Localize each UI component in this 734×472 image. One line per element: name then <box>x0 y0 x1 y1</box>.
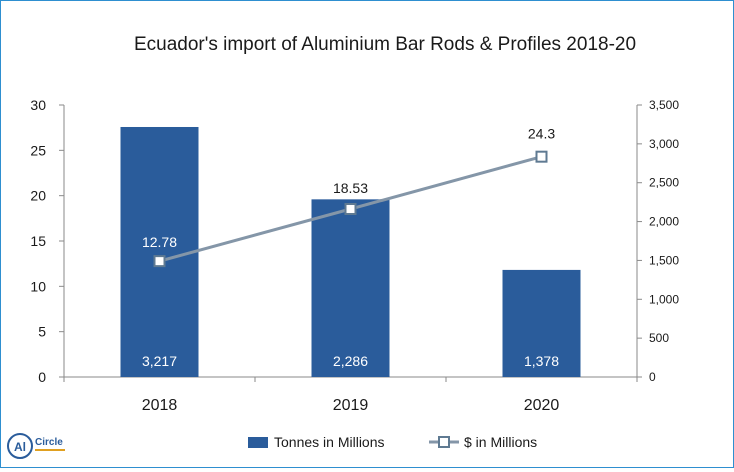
right-axis-tick-label: 3,500 <box>649 98 679 112</box>
line-series: 12.78 18.53 24.3 <box>142 126 555 268</box>
chart-title: Ecuador's import of Aluminium Bar Rods &… <box>134 34 636 55</box>
right-axis-tick-label: 1,500 <box>649 253 679 267</box>
line-data-label: 12.78 <box>142 234 177 250</box>
left-axis-tick-label: 5 <box>38 324 46 340</box>
bar-data-label: 3,217 <box>142 353 177 369</box>
left-axis-tick-label: 30 <box>30 97 46 113</box>
x-axis-category-label: 2020 <box>524 397 560 414</box>
left-axis-tick-label: 20 <box>30 188 46 204</box>
legend-bar-label: Tonnes in Millions <box>274 434 385 450</box>
right-axis-tick-label: 2,500 <box>649 176 679 190</box>
line-data-label: 18.53 <box>333 180 368 196</box>
left-axis-tick-label: 15 <box>30 233 46 249</box>
svg-text:Al: Al <box>14 440 26 454</box>
svg-text:Circle: Circle <box>35 437 63 448</box>
alcircle-logo: Al Circle <box>6 431 70 461</box>
left-axis-tick-label: 25 <box>30 142 46 158</box>
legend-bar-swatch <box>248 437 268 448</box>
axes: 0 5 10 15 20 25 30 0 500 1,000 1,500 2,000 2,500 3,00… <box>30 97 679 414</box>
bar <box>311 199 390 377</box>
line-point <box>535 150 548 163</box>
left-axis-tick-label: 10 <box>30 278 46 294</box>
bar <box>120 126 199 378</box>
bar <box>502 269 581 377</box>
bar-series: 3,217 2,286 1,378 <box>120 126 581 378</box>
bar-data-label: 1,378 <box>524 353 559 369</box>
bar-data-label: 2,286 <box>333 353 368 369</box>
line-point <box>344 202 357 215</box>
right-axis-tick-label: 1,000 <box>649 292 679 306</box>
right-axis-tick-label: 3,000 <box>649 137 679 151</box>
line-point <box>153 255 166 268</box>
legend-line-label: $ in Millions <box>464 434 537 450</box>
x-axis-category-label: 2018 <box>142 397 178 414</box>
right-axis-tick-label: 2,000 <box>649 215 679 229</box>
right-axis-tick-label: 0 <box>649 370 656 384</box>
left-axis-tick-label: 0 <box>38 369 46 385</box>
legend-line-marker <box>438 436 450 448</box>
x-axis-category-label: 2019 <box>333 397 369 414</box>
line-data-label: 24.3 <box>528 126 555 142</box>
legend: Tonnes in Millions $ in Millions <box>248 434 537 450</box>
right-axis-tick-label: 500 <box>649 331 669 345</box>
